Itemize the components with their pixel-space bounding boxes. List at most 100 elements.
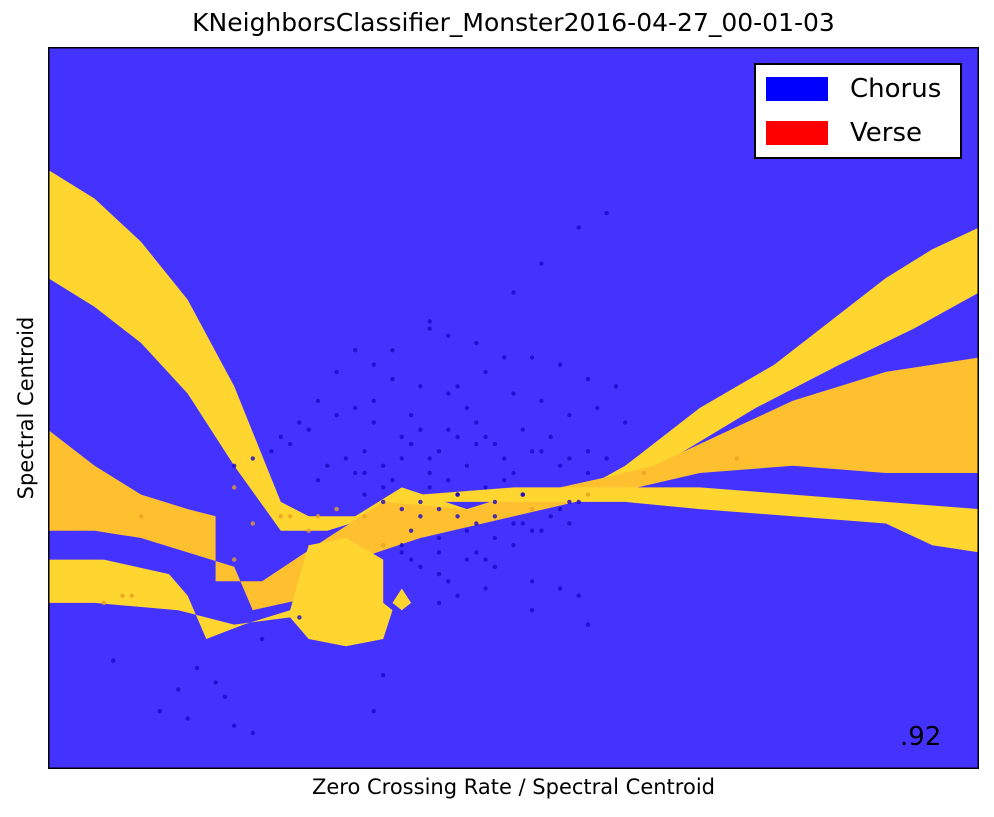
chorus-point: [464, 405, 470, 411]
chorus-point: [511, 543, 516, 548]
chorus-point: [557, 506, 563, 512]
chorus-point: [408, 413, 414, 418]
verse-point: [334, 506, 339, 512]
chorus-point: [464, 528, 470, 533]
chorus-point: [623, 420, 628, 425]
chorus-point: [390, 348, 395, 353]
accuracy-score: .92: [900, 722, 942, 752]
chorus-point: [325, 463, 330, 468]
chorus-point: [436, 506, 442, 512]
chorus-point: [446, 333, 451, 338]
chorus-point: [362, 492, 367, 497]
chorus-point: [539, 449, 544, 454]
chorus-point: [557, 362, 563, 367]
chorus-point: [529, 608, 535, 613]
chorus-point: [557, 586, 563, 591]
chorus-point: [315, 478, 321, 483]
chorus-point: [567, 413, 572, 418]
chorus-point: [259, 636, 265, 642]
chorus-point: [511, 391, 516, 396]
verse-point: [278, 514, 283, 519]
chorus-point: [539, 528, 544, 533]
chorus-point: [567, 521, 572, 526]
verse-point: [138, 514, 144, 519]
chorus-point: [343, 456, 349, 461]
chorus-point: [483, 557, 488, 562]
chorus-point: [157, 709, 162, 714]
chorus-point: [408, 528, 414, 533]
chorus-point: [232, 463, 237, 468]
legend-label-verse: Verse: [850, 118, 922, 148]
chorus-point: [604, 456, 609, 461]
verse-region-1: [48, 357, 979, 611]
chorus-point: [474, 550, 479, 555]
chorus-point: [427, 470, 432, 476]
chorus-point: [408, 441, 414, 447]
chorus-point: [334, 369, 339, 375]
chorus-point: [511, 470, 516, 476]
verse-region-3: [420, 487, 979, 553]
chorus-point: [297, 615, 302, 620]
verse-decision-regions: [48, 169, 979, 647]
chorus-point: [474, 340, 479, 346]
chorus-point: [250, 730, 255, 736]
chorus-point: [455, 384, 460, 389]
chorus-point: [418, 499, 423, 505]
chorus-point: [595, 405, 600, 411]
verse-point: [381, 543, 386, 548]
chorus-point: [464, 557, 470, 562]
chorus-point: [306, 427, 311, 432]
chorus-point: [111, 658, 116, 663]
chorus-point: [436, 571, 442, 577]
verse-point: [232, 557, 237, 562]
chorus-point: [529, 355, 535, 360]
chorus-point: [399, 506, 404, 512]
chorus-point: [362, 470, 367, 476]
chorus-point: [371, 362, 376, 367]
plot-area: [48, 47, 979, 769]
chorus-point: [502, 456, 507, 461]
chorus-point: [399, 550, 404, 555]
chorus-point: [446, 579, 451, 584]
verse-point: [120, 593, 125, 598]
chorus-point: [502, 355, 507, 360]
chorus-point: [576, 225, 581, 230]
verse-region-4: [392, 588, 412, 611]
chorus-point: [399, 434, 404, 440]
chorus-point: [194, 665, 200, 671]
chorus-point: [371, 398, 376, 403]
chorus-point: [278, 434, 283, 440]
legend: Chorus Verse: [754, 63, 962, 159]
chorus-point: [418, 384, 423, 389]
chorus-point: [381, 485, 386, 490]
verse-point: [232, 485, 237, 490]
legend-item-verse: Verse: [766, 118, 922, 148]
chorus-point: [176, 687, 181, 692]
chorus-point: [585, 376, 591, 382]
chorus-point: [455, 492, 460, 497]
chorus-point: [557, 463, 563, 468]
chorus-point: [390, 478, 395, 483]
chorus-point: [353, 405, 358, 411]
chorus-point: [529, 449, 535, 454]
chorus-point: [315, 398, 321, 403]
y-axis-label: Spectral Centroid: [14, 316, 38, 500]
verse-point: [315, 514, 321, 519]
chorus-point: [213, 680, 218, 685]
chorus-point: [474, 420, 479, 425]
chorus-point: [529, 579, 535, 584]
chorus-point: [511, 521, 516, 526]
chart-title: KNeighborsClassifier_Monster2016-04-27_0…: [192, 8, 835, 37]
chorus-point: [436, 535, 442, 541]
chorus-point: [455, 514, 460, 519]
data-points: [101, 210, 740, 736]
chorus-point: [399, 456, 404, 461]
x-axis-label: Zero Crossing Rate / Spectral Centroid: [312, 775, 715, 799]
chorus-point: [269, 449, 274, 454]
chorus-point: [390, 376, 395, 382]
chorus-point: [381, 463, 386, 468]
chorus-point: [539, 261, 544, 266]
chorus-point: [520, 521, 525, 526]
chorus-point: [576, 499, 581, 505]
chorus-point: [371, 420, 376, 425]
